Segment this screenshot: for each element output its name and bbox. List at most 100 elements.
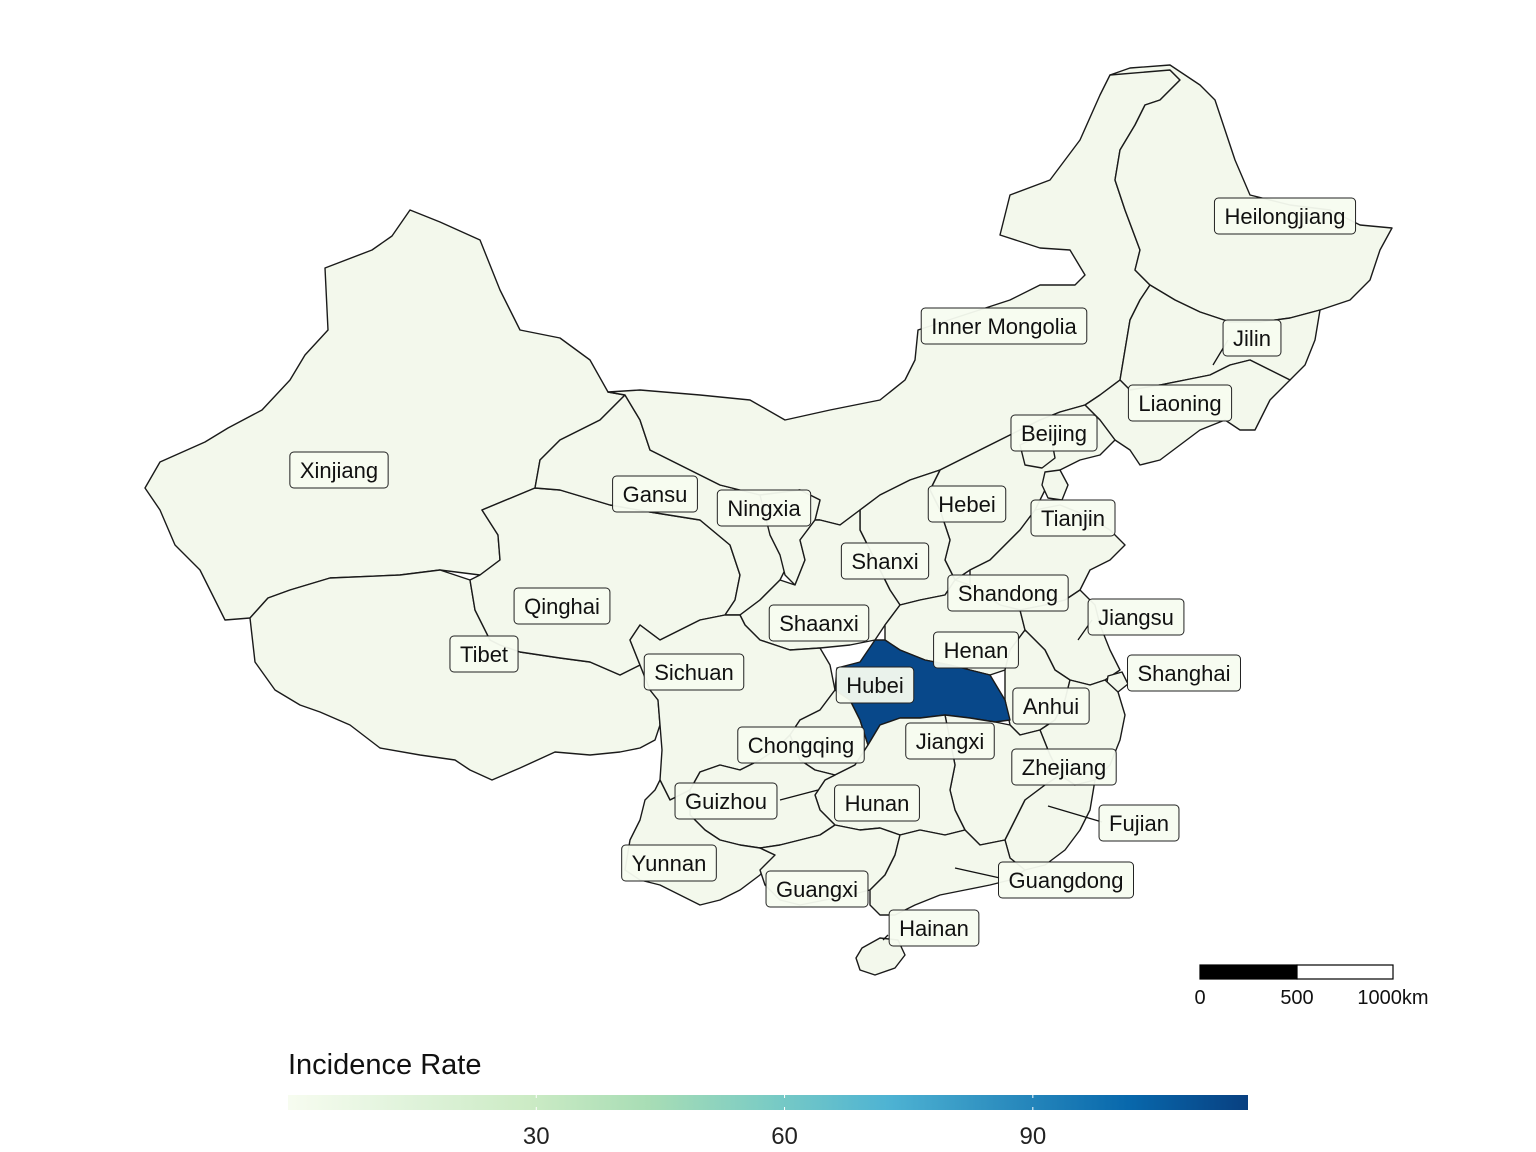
label-box-guangdong <box>998 861 1134 899</box>
label-box-tibet <box>449 635 519 673</box>
label-box-inner-mongolia <box>920 307 1088 345</box>
label-box-beijing <box>1010 414 1098 452</box>
label-text-guizhou: Guizhou <box>685 789 767 814</box>
label-beijing: Beijing <box>1010 414 1098 452</box>
label-text-shanghai: Shanghai <box>1138 661 1231 686</box>
label-text-hebei: Hebei <box>938 492 995 517</box>
label-shanxi: Shanxi <box>840 542 930 580</box>
label-text-yunnan: Yunnan <box>632 851 707 876</box>
label-text-hainan: Hainan <box>899 916 969 941</box>
legend-colorbar <box>288 1095 1248 1110</box>
label-text-jilin: Jilin <box>1233 326 1271 351</box>
label-box-xinjiang <box>289 451 389 489</box>
label-jiangsu: Jiangsu <box>1087 598 1185 636</box>
scale-bar-black-segment <box>1199 964 1298 980</box>
label-box-zhejiang <box>1011 748 1117 786</box>
label-shaanxi: Shaanxi <box>768 604 870 642</box>
label-gansu: Gansu <box>612 475 698 513</box>
label-box-chongqing <box>737 726 865 764</box>
label-text-hunan: Hunan <box>845 791 910 816</box>
label-qinghai: Qinghai <box>513 587 611 625</box>
legend-ticks: 30 60 90 <box>523 1095 1046 1150</box>
label-box-guangxi <box>765 870 869 908</box>
label-shanghai: Shanghai <box>1127 654 1241 692</box>
label-hainan: Hainan <box>888 909 980 947</box>
label-tibet: Tibet <box>449 635 519 673</box>
label-guangxi: Guangxi <box>765 870 869 908</box>
label-fujian: Fujian <box>1098 804 1180 842</box>
label-box-qinghai <box>513 587 611 625</box>
label-box-henan <box>933 631 1019 669</box>
legend-tick-label-60: 60 <box>771 1123 798 1150</box>
province-heilongjiang[interactable] <box>1109 64 1393 323</box>
label-text-henan: Henan <box>944 638 1009 663</box>
label-text-qinghai: Qinghai <box>524 594 600 619</box>
label-box-hubei <box>835 666 915 704</box>
label-jiangxi: Jiangxi <box>905 722 995 760</box>
label-text-shanxi: Shanxi <box>851 549 918 574</box>
label-text-inner-mongolia: Inner Mongolia <box>931 314 1077 339</box>
label-box-shandong <box>947 574 1069 612</box>
label-ningxia: Ningxia <box>716 489 812 527</box>
label-chongqing: Chongqing <box>737 726 865 764</box>
label-box-liaoning <box>1127 384 1233 422</box>
label-text-guangdong: Guangdong <box>1009 868 1124 893</box>
province-layer <box>144 64 1393 976</box>
label-text-hubei: Hubei <box>846 673 903 698</box>
label-box-sichuan <box>643 653 745 691</box>
label-text-xinjiang: Xinjiang <box>300 458 378 483</box>
scale-tick-0: 0 <box>1194 987 1205 1009</box>
label-text-fujian: Fujian <box>1109 811 1169 836</box>
legend-tick-label-30: 30 <box>523 1123 550 1150</box>
label-text-jiangxi: Jiangxi <box>916 729 984 754</box>
province-guangdong[interactable] <box>869 829 1026 916</box>
label-box-yunnan <box>621 844 717 882</box>
label-text-zhejiang: Zhejiang <box>1022 755 1106 780</box>
label-tianjin: Tianjin <box>1030 499 1116 537</box>
legend-title: Incidence Rate <box>288 1049 481 1081</box>
label-text-shaanxi: Shaanxi <box>779 611 859 636</box>
label-box-shanghai <box>1127 654 1241 692</box>
province-tianjin[interactable] <box>1041 469 1069 501</box>
label-hebei: Hebei <box>927 485 1007 523</box>
province-labels: Xinjiang Tibet Qinghai Gansu Inner Mongolia H… <box>289 197 1357 947</box>
label-text-chongqing: Chongqing <box>748 733 854 758</box>
label-box-anhui <box>1012 687 1090 725</box>
province-hainan[interactable] <box>855 937 906 976</box>
label-text-shandong: Shandong <box>958 581 1058 606</box>
label-box-gansu <box>612 475 698 513</box>
label-henan: Henan <box>933 631 1019 669</box>
label-yunnan: Yunnan <box>621 844 717 882</box>
label-text-tibet: Tibet <box>460 642 508 667</box>
label-liaoning: Liaoning <box>1127 384 1233 422</box>
label-text-anhui: Anhui <box>1023 694 1079 719</box>
label-text-sichuan: Sichuan <box>654 660 734 685</box>
label-box-heilongjiang <box>1213 197 1357 235</box>
label-box-fujian <box>1098 804 1180 842</box>
label-guizhou: Guizhou <box>674 782 778 820</box>
label-text-guangxi: Guangxi <box>776 877 858 902</box>
scale-bar-white-segment <box>1296 964 1394 980</box>
label-text-heilongjiang: Heilongjiang <box>1224 204 1345 229</box>
label-box-hainan <box>888 909 980 947</box>
label-box-shaanxi <box>768 604 870 642</box>
label-jilin: Jilin <box>1222 319 1282 357</box>
label-guangdong: Guangdong <box>998 861 1134 899</box>
legend-tick-label-90: 90 <box>1019 1123 1046 1150</box>
label-text-beijing: Beijing <box>1021 421 1087 446</box>
label-hubei: Hubei <box>835 666 915 704</box>
label-xinjiang: Xinjiang <box>289 451 389 489</box>
label-sichuan: Sichuan <box>643 653 745 691</box>
scale-tick-1000km: 1000km <box>1357 987 1428 1009</box>
label-text-jiangsu: Jiangsu <box>1098 605 1174 630</box>
label-zhejiang: Zhejiang <box>1011 748 1117 786</box>
label-text-gansu: Gansu <box>623 482 688 507</box>
label-heilongjiang: Heilongjiang <box>1213 197 1357 235</box>
color-legend: Incidence Rate 30 60 90 <box>288 1049 1248 1150</box>
label-text-liaoning: Liaoning <box>1138 391 1221 416</box>
label-box-guizhou <box>674 782 778 820</box>
label-box-jiangxi <box>905 722 995 760</box>
label-box-jilin <box>1222 319 1282 357</box>
label-box-hunan <box>834 784 920 822</box>
